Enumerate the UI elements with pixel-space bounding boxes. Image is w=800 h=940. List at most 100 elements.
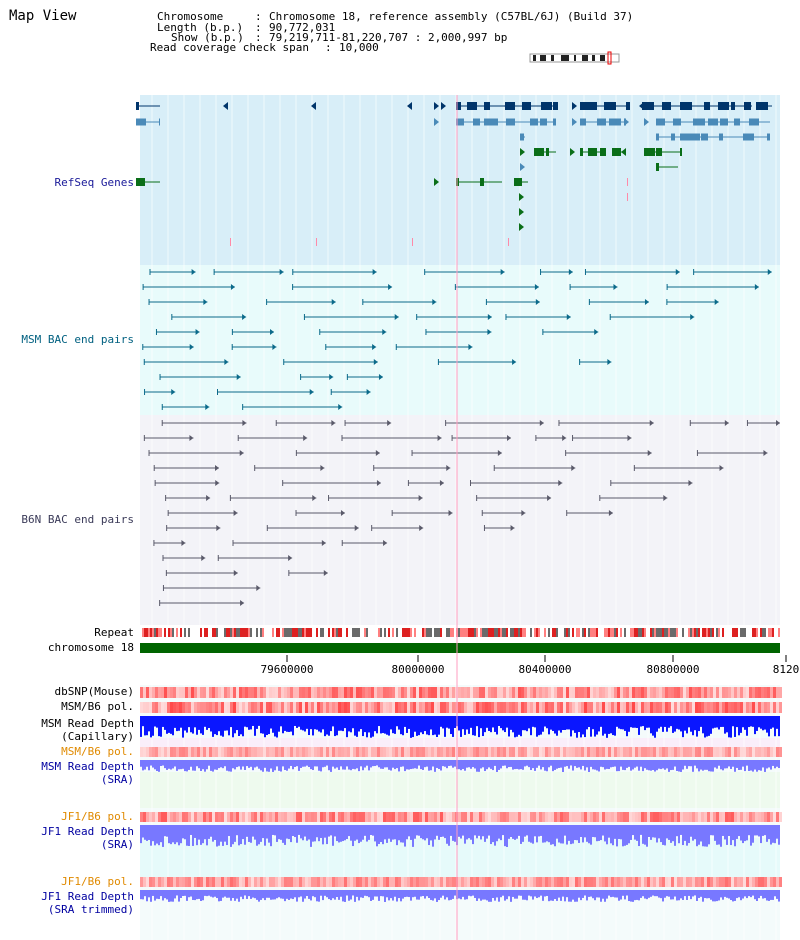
repeat-cell [448,628,450,637]
repeat-cell [566,628,568,637]
depth-bar [484,890,486,900]
repeat-cell [712,628,714,637]
depth-bar [286,825,288,839]
depth-bar [554,890,556,900]
heat-cell [329,812,332,822]
heat-cell [185,702,188,713]
depth-bar [558,716,560,731]
depth-bar [254,760,256,768]
heat-cell [377,702,380,713]
repeat-cell [410,628,412,637]
depth-bar [392,760,394,768]
heat-cell [599,747,602,757]
bac-end-arrow [242,314,247,320]
heat-cell [197,687,200,698]
depth-bar [592,890,594,899]
depth-bar [306,890,308,897]
track-label-msm-bac[interactable]: MSM BAC end pairs [21,333,134,346]
bac-end-arrow [558,480,563,486]
heat-cell [737,702,740,713]
heat-cell [770,877,773,887]
heat-cell [182,877,185,887]
heat-cell [473,812,476,822]
depth-bar [160,890,162,897]
depth-bar [380,890,382,897]
depth-bar [474,716,476,736]
depth-bar [420,825,422,839]
gene-exon [656,133,659,141]
depth-bar [524,890,526,900]
heat-cell [413,687,416,698]
repeat-cell [246,628,248,637]
b6n-bac-track[interactable] [143,420,780,606]
heat-cell [524,747,527,757]
heat-cell [551,812,554,822]
depth-bar [654,716,656,738]
heat-cell [488,812,491,822]
heat-cell [572,702,575,713]
heat-cell [761,702,764,713]
heat-cell [158,687,161,698]
depth-bar [230,716,232,728]
depth-bar [322,716,324,730]
heat-cell [299,747,302,757]
depth-bar [430,890,432,900]
depth-bar [166,760,168,770]
depth-bar [406,825,408,840]
heat-cell [536,702,539,713]
heat-cell [176,747,179,757]
heat-cell [650,812,653,822]
depth-bar [670,760,672,771]
heat-cell [467,877,470,887]
repeat-cell [284,628,286,637]
depth-bar [304,716,306,732]
heat-cell [626,812,629,822]
bac-end-arrow [372,344,377,350]
heat-cell [140,687,143,698]
bac-end-arrow [571,465,576,471]
depth-bar [546,825,548,842]
depth-bar [478,716,480,738]
depth-bar [316,890,318,902]
heat-cell [512,747,515,757]
refseq-genes-track[interactable] [136,102,772,246]
depth-bar [328,825,330,837]
track-label-refseq[interactable]: RefSeq Genes [54,176,134,189]
heat-cell [494,747,497,757]
heat-cell [173,812,176,822]
depth-bar [662,825,664,845]
depth-bar [550,716,552,730]
depth-bar [382,760,384,769]
msm-bac-track[interactable] [142,269,772,410]
depth-bar [420,760,422,770]
depth-bar [296,760,298,767]
bac-end-arrow [201,555,206,561]
repeat-cell [542,628,544,637]
heat-cell [719,747,722,757]
heat-cell [395,747,398,757]
heat-cell [233,812,236,822]
heat-cell [746,702,749,713]
depth-bar [472,760,474,768]
depth-bar [390,825,392,842]
heat-cell [773,702,776,713]
depth-bar [486,760,488,770]
bac-end-arrow [566,314,571,320]
heat-cell [740,747,743,757]
heat-cell [764,877,767,887]
depth-bar [296,716,298,728]
track-label-b6n-bac[interactable]: B6N BAC end pairs [21,513,134,526]
depth-bar [194,825,196,838]
depth-bar [226,760,228,771]
heat-cell [332,747,335,757]
heat-cell [617,877,620,887]
heat-cell [209,747,212,757]
heat-cell [683,877,686,887]
chromosome-ideogram[interactable] [529,51,620,65]
heat-cell [692,702,695,713]
depth-bar [154,825,156,846]
heat-cell [410,687,413,698]
heat-cell [623,812,626,822]
depth-bar [284,890,286,902]
